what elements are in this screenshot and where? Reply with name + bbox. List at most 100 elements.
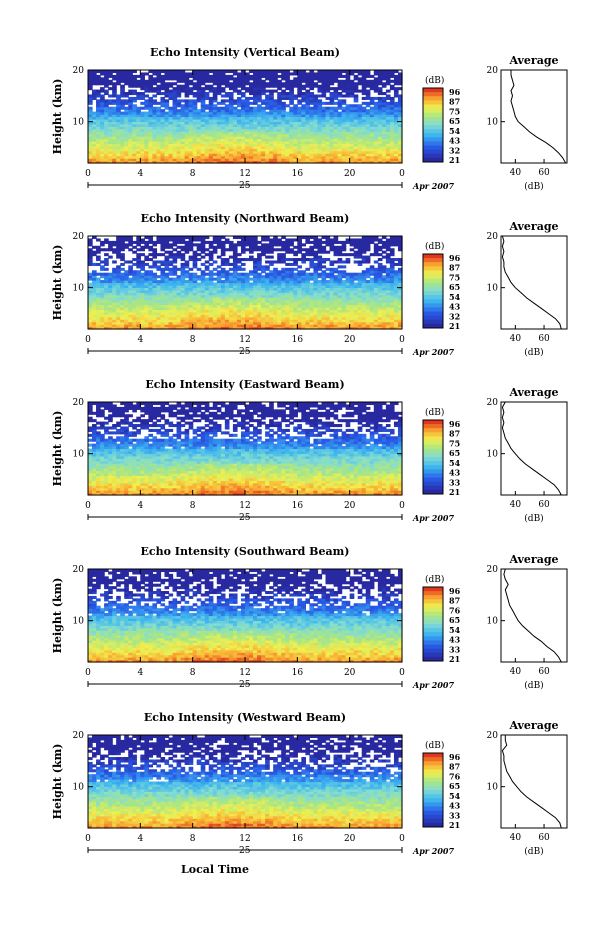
heatmap-cell	[245, 136, 250, 140]
heatmap-cell	[261, 155, 266, 159]
heatmap-cell	[269, 82, 274, 86]
heatmap-cell	[128, 143, 133, 147]
heatmap-cell	[317, 128, 323, 132]
heatmap-cell	[349, 121, 355, 125]
average-x-tick-label: 60	[538, 168, 550, 178]
heatmap-cell	[236, 150, 242, 154]
heatmap-cell	[329, 121, 335, 125]
heatmap-cell	[180, 74, 186, 78]
heatmap-cell	[124, 92, 129, 96]
heatmap-cell	[168, 111, 174, 115]
heatmap-cell	[293, 138, 298, 142]
heatmap-cell	[349, 150, 355, 154]
heatmap-cell	[200, 82, 206, 86]
heatmap-cell	[176, 155, 182, 159]
heatmap-cell	[373, 155, 379, 159]
heatmap-cell	[289, 131, 294, 135]
heatmap-cell	[120, 104, 125, 108]
heatmap-cell	[188, 92, 194, 96]
heatmap-cell	[232, 160, 238, 164]
heatmap-cell	[128, 131, 133, 135]
heatmap-cell	[232, 145, 238, 149]
heatmap-cell	[160, 153, 166, 157]
heatmap-cell	[216, 82, 222, 86]
heatmap-cell	[112, 136, 117, 140]
heatmap-cell	[92, 131, 97, 135]
heatmap-cell	[96, 121, 101, 125]
heatmap-cell	[281, 92, 286, 96]
heatmap-cell	[349, 114, 355, 118]
heatmap-cell	[120, 114, 125, 118]
heatmap-cell	[116, 145, 121, 149]
heatmap-cell	[200, 123, 206, 127]
heatmap-cell	[281, 128, 286, 132]
heatmap-cell	[277, 104, 282, 108]
heatmap-cell	[120, 94, 125, 98]
heatmap-cell	[301, 133, 306, 137]
heatmap-cell	[253, 158, 258, 162]
heatmap-cell	[92, 262, 97, 266]
heatmap-cell	[112, 89, 117, 93]
heatmap-cell	[345, 158, 351, 162]
heatmap-cell	[196, 131, 202, 135]
heatmap-cell	[240, 84, 246, 88]
heatmap-cell	[261, 72, 266, 76]
heatmap-cell	[325, 128, 331, 132]
heatmap-cell	[148, 109, 154, 113]
heatmap-cell	[236, 92, 242, 96]
heatmap-cell	[373, 148, 379, 152]
heatmap-cell	[120, 70, 125, 74]
heatmap-cell	[104, 72, 109, 76]
heatmap-cell	[377, 150, 383, 154]
heatmap-cell	[140, 82, 145, 86]
heatmap-cell	[277, 101, 282, 105]
heatmap-cell	[269, 106, 274, 110]
heatmap	[88, 70, 403, 164]
heatmap-cell	[160, 140, 166, 145]
heatmap-cell	[385, 79, 391, 83]
heatmap-cell	[120, 253, 125, 257]
heatmap-cell	[365, 143, 371, 147]
heatmap-cell	[293, 96, 298, 100]
heatmap-cell	[120, 116, 125, 120]
heatmap-cell	[353, 136, 359, 140]
heatmap-cell	[224, 74, 230, 78]
heatmap-cell	[313, 155, 319, 159]
heatmap-cell	[240, 70, 246, 74]
heatmap-cell	[293, 272, 298, 276]
heatmap-cell	[265, 77, 270, 81]
heatmap-cell	[289, 136, 294, 140]
heatmap-cell	[253, 96, 258, 100]
heatmap-cell	[389, 153, 395, 157]
heatmap-cell	[321, 150, 327, 154]
heatmap-cell	[365, 133, 371, 137]
colorbar-unit: (dB)	[425, 75, 444, 86]
heatmap-cell	[385, 70, 391, 74]
heatmap-cell	[261, 126, 266, 130]
heatmap-cell	[88, 131, 93, 135]
heatmap-cell	[385, 131, 391, 135]
heatmap-cell	[333, 128, 339, 132]
heatmap-cell	[289, 140, 294, 145]
heatmap-cell	[96, 116, 101, 120]
heatmap-cell	[337, 258, 343, 262]
heatmap-cell	[112, 118, 117, 122]
heatmap-cell	[349, 92, 355, 96]
heatmap-cell	[309, 153, 315, 157]
heatmap-cell	[164, 123, 170, 127]
heatmap-cell	[152, 70, 158, 74]
heatmap-cell	[132, 116, 137, 120]
heatmap-cell	[204, 136, 210, 140]
heatmap-cell	[212, 79, 218, 83]
heatmap-cell	[240, 155, 246, 159]
heatmap-cell	[265, 145, 270, 149]
heatmap-cell	[277, 158, 282, 162]
heatmap-cell	[325, 160, 331, 164]
heatmap-cell	[140, 126, 145, 130]
heatmap-cell	[297, 158, 302, 162]
heatmap-cell	[124, 74, 129, 78]
heatmap-cell	[321, 106, 327, 110]
heatmap-cell	[184, 94, 190, 98]
heatmap-cell	[212, 148, 218, 152]
heatmap-cell	[329, 267, 335, 271]
